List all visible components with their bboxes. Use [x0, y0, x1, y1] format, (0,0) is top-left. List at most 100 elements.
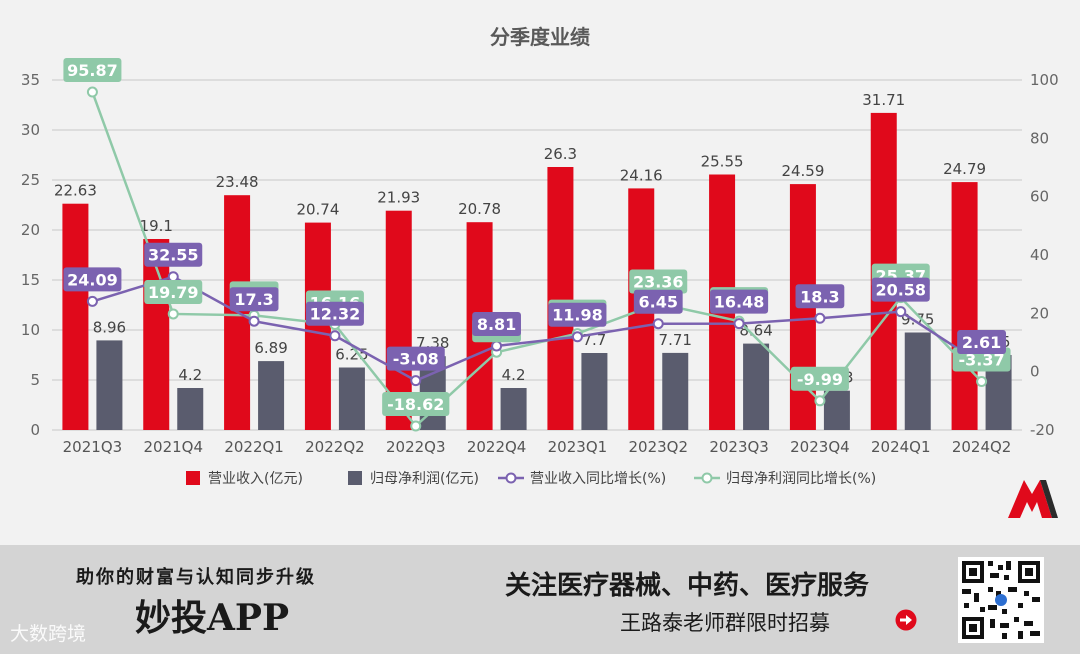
y-right-tick-label: 40: [1030, 246, 1049, 264]
bar-data-label: 24.16: [620, 166, 663, 184]
label-text: 11.98: [552, 306, 603, 325]
x-tick-label: 2022Q4: [467, 438, 527, 456]
bar-data-label: 22.63: [54, 182, 97, 200]
legend-swatch: [348, 471, 362, 485]
revenue-growth-label: 24.09: [63, 267, 122, 292]
legend-item: 归母净利润(亿元): [348, 470, 479, 487]
bar-data-label: 8.64: [739, 322, 772, 340]
y-left-tick-label: 10: [21, 321, 40, 339]
y-left-tick-label: 30: [21, 121, 40, 139]
label-text: -3.08: [393, 350, 439, 369]
label-text: 95.87: [67, 61, 118, 80]
legend-item: 营业收入同比增长(%): [498, 471, 666, 487]
y-right-tick-label: 100: [1030, 71, 1059, 89]
profit-growth-point: [167, 308, 179, 320]
label-badge: [382, 391, 450, 416]
y-left-tick-label: 20: [21, 221, 40, 239]
bar-data-label: 31.71: [862, 91, 905, 109]
x-tick-label: 2023Q4: [790, 438, 850, 456]
bar-data-label: 23.48: [216, 173, 259, 191]
x-tick-label: 2022Q3: [386, 438, 446, 456]
x-tick-label: 2021Q4: [143, 438, 203, 456]
revenue-growth-point: [410, 375, 422, 387]
revenue-growth-label: 32.55: [144, 242, 203, 267]
revenue-growth-point: [329, 330, 341, 342]
bar-data-label: 21.93: [377, 189, 420, 207]
label-badge: [710, 289, 769, 314]
revenue-growth-point: [248, 315, 260, 327]
label-text: 12.32: [310, 305, 361, 324]
revenue-growth-label: 16.48: [710, 289, 769, 314]
revenue-growth-point: [571, 331, 583, 343]
promo-banner[interactable]: 助你的财富与认知同步升级 妙投APP 关注医疗器械、中药、医疗服务 王路泰老师群…: [0, 545, 1080, 654]
bar-data-label: 26.3: [544, 145, 577, 163]
y-left-tick-label: 0: [30, 421, 40, 439]
chart-title: 分季度业绩: [490, 25, 590, 49]
profit-bar: [258, 361, 285, 430]
revenue-growth-label: 18.3: [795, 284, 845, 309]
revenue-growth-point: [733, 318, 745, 330]
banner-slogan: 助你的财富与认知同步升级: [76, 567, 316, 588]
revenue-growth-label: 17.3: [229, 287, 279, 312]
profit-bar: [500, 388, 527, 430]
label-text: 2.61: [962, 333, 1001, 352]
bar-data-label: 6.89: [254, 339, 287, 357]
revenue-growth-label: 8.81: [472, 311, 521, 336]
y-right-tick-label: 60: [1030, 188, 1049, 206]
profit-growth-point: [814, 395, 826, 407]
label-text: 19.79: [148, 283, 199, 302]
bar-data-label: 25.55: [701, 153, 744, 171]
revenue-growth-label: 20.58: [871, 277, 930, 302]
label-text: 23.36: [633, 273, 684, 292]
label-badge: [472, 311, 521, 336]
revenue-bar: [304, 222, 331, 430]
label-text: 8.81: [477, 315, 516, 334]
revenue-bar: [62, 203, 89, 430]
label-badge: [144, 279, 203, 304]
legend-item: 归母净利润同比增长(%): [694, 470, 876, 487]
watermark: 大数跨境: [10, 623, 87, 645]
label-text: 17.3: [234, 290, 273, 309]
profit-bar: [904, 332, 931, 430]
profit-growth-point: [976, 375, 988, 387]
profit-growth-label: 95.87: [63, 58, 122, 83]
y-left-tick-label: 35: [21, 71, 40, 89]
bar-data-label: 24.79: [943, 160, 986, 178]
revenue-growth-label: 12.32: [305, 301, 364, 326]
legend-marker: [505, 472, 517, 484]
profit-bar: [662, 352, 689, 430]
revenue-growth-point: [895, 306, 907, 318]
label-text: -18.62: [387, 395, 444, 414]
label-badge: [548, 302, 607, 327]
y-left-tick-label: 25: [21, 171, 40, 189]
profit-bar: [823, 390, 850, 430]
label-badge: [795, 284, 845, 309]
y-left-tick-label: 5: [30, 371, 40, 389]
x-tick-label: 2022Q2: [305, 438, 365, 456]
x-tick-label: 2024Q2: [952, 438, 1012, 456]
x-tick-label: 2023Q1: [548, 438, 608, 456]
label-text: 16.48: [714, 293, 765, 312]
profit-growth-label: -18.62: [382, 391, 450, 416]
x-tick-label: 2024Q1: [871, 438, 931, 456]
logo-icon: [1008, 480, 1058, 518]
label-text: -3.37: [959, 350, 1005, 369]
y-left-tick-label: 15: [21, 271, 40, 289]
revenue-bar: [951, 182, 978, 430]
bar-data-label: 4.2: [178, 366, 202, 384]
bar-data-label: 19.1: [140, 217, 173, 235]
revenue-growth-point: [652, 318, 664, 330]
bar-data-label: 24.59: [781, 162, 824, 180]
label-badge: [229, 287, 279, 312]
x-tick-label: 2023Q2: [628, 438, 688, 456]
x-tick-label: 2021Q3: [63, 438, 123, 456]
banner-subline: 王路泰老师群限时招募: [620, 611, 830, 635]
arrow-right-icon[interactable]: [895, 609, 917, 631]
bar-data-label: 4.2: [502, 366, 526, 384]
revenue-bar: [547, 167, 574, 430]
y-right-tick-label: 20: [1030, 304, 1049, 322]
y-right-tick-label: 80: [1030, 129, 1049, 147]
bar-data-label: 20.78: [458, 200, 501, 218]
profit-growth-point: [410, 420, 422, 432]
